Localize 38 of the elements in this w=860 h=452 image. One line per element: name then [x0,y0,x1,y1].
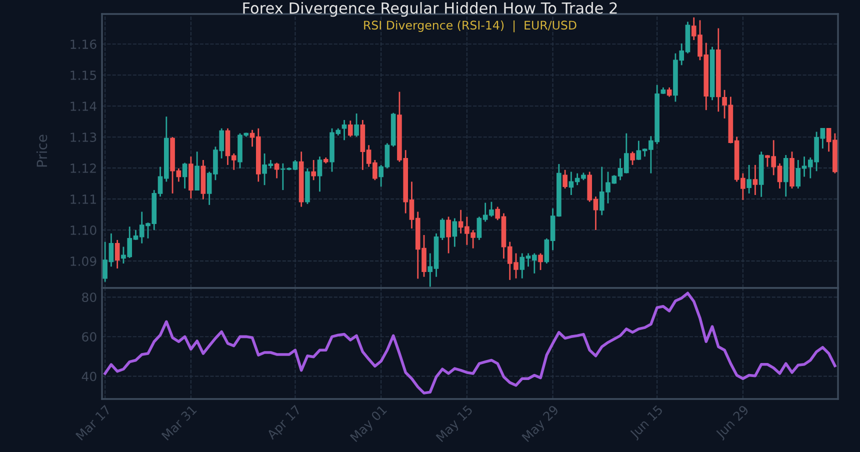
y-axis-title: Price [36,134,48,167]
y-tick-label: 1.12 [70,164,96,173]
candlestick [274,162,280,179]
text: RSI Divergence (RSI-14) | EUR/USD [364,20,576,32]
candlestick [752,164,758,196]
y-tick-label: 1.14 [70,102,96,111]
candlestick [194,150,200,191]
candlestick [783,154,788,198]
y-tick-label: 1.16 [70,40,96,49]
y-tick-label: 1.13 [70,132,96,142]
candlestick [311,159,316,181]
candlestick [538,252,543,271]
chart-title: Forex Divergence Regular Hidden How To Trade 2 [243,2,617,17]
candlestick [562,169,568,190]
x-tick-label: Apr 17 [266,404,303,442]
y-tick-label: 60 [82,332,96,342]
candlestick [666,86,672,98]
candlestick [348,120,353,138]
x-tick-label: Mar 17 [75,404,112,441]
candlestick [317,156,322,192]
y-tick-label: 80 [82,292,96,302]
candlestick [630,150,635,166]
candlestick [354,112,359,138]
y-tick-label: 1.09 [70,256,96,266]
candlestick [452,218,458,248]
line-series [104,292,836,394]
y-tick-label: 1.15 [70,70,96,80]
candlestick [446,216,451,254]
candlestick [114,239,120,270]
y-tick-label: 1.11 [70,194,96,204]
candlestick [182,162,188,190]
y-tick-label: 1.10 [70,226,96,235]
x-tick-label: Jun 29 [714,404,751,441]
x-tick-label: Mar 31 [161,404,197,441]
candlestick [342,119,347,141]
y-tick-label: 40 [82,372,96,382]
candlestick [746,164,752,194]
x-tick-label: Jun 15 [629,404,665,441]
